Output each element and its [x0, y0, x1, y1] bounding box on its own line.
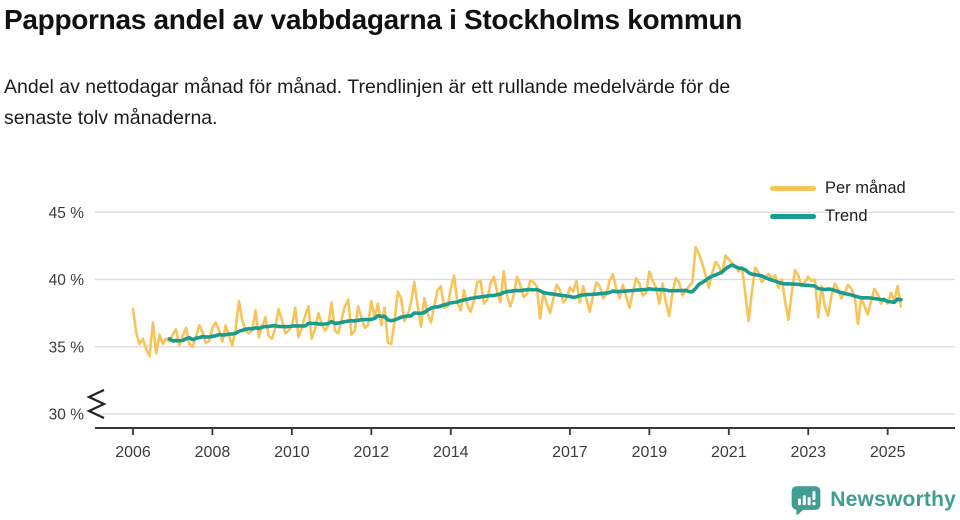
legend-swatch-trend-line — [770, 213, 816, 219]
chart-legend: Per månad Trend — [770, 178, 906, 226]
axis-break-mark — [86, 389, 107, 419]
x-axis-tick-label: 2017 — [552, 444, 588, 461]
y-axis-tick-label: 40 % — [49, 272, 85, 289]
newsworthy-logo-text: Newsworthy — [830, 488, 956, 511]
page-title: Pappornas andel av vabbdagarna i Stockho… — [4, 4, 743, 35]
newsworthy-logo[interactable]: Newsworthy — [789, 483, 956, 517]
y-axis-tick-label: 45 % — [49, 205, 85, 222]
x-axis-tick-label: 2014 — [433, 444, 469, 461]
x-axis-tick-label: 2023 — [790, 444, 826, 461]
x-axis-tick-label: 2006 — [115, 444, 151, 461]
legend-swatch-per-manad-line — [770, 185, 816, 191]
legend-item-per-manad: Per månad — [770, 178, 906, 198]
legend-label-trend: Trend — [825, 206, 868, 225]
x-axis-tick-label: 2008 — [195, 444, 231, 461]
per-manad-line — [131, 245, 903, 358]
x-axis-tick-label: 2012 — [354, 444, 390, 461]
x-axis-tick-label: 2021 — [711, 444, 747, 461]
legend-item-trend: Trend — [770, 206, 906, 226]
legend-label-per-manad: Per månad — [825, 178, 906, 197]
trend-line — [167, 263, 903, 343]
page-subtitle: Andel av nettodagar månad för månad. Tre… — [4, 76, 731, 129]
newsworthy-bubble-icon — [791, 486, 821, 515]
x-axis-tick-label: 2025 — [870, 444, 906, 461]
x-axis-tick-label: 2010 — [274, 444, 310, 461]
y-axis-tick-label: 35 % — [49, 339, 85, 356]
x-axis-tick-label: 2019 — [632, 444, 668, 461]
y-axis-tick-label: 30 % — [49, 407, 85, 424]
